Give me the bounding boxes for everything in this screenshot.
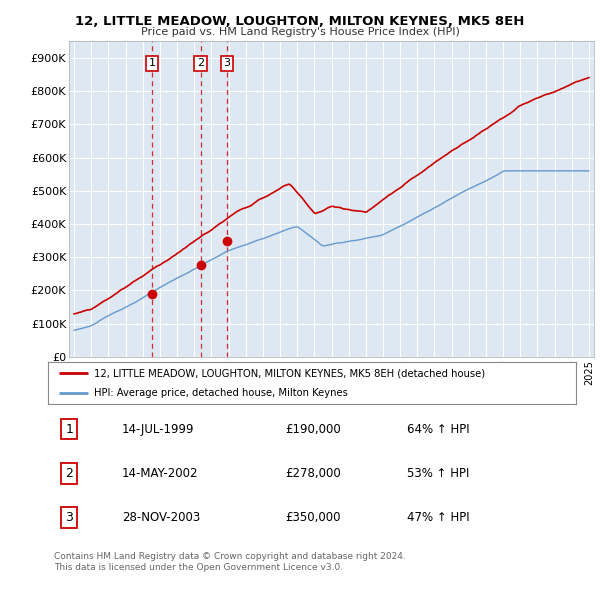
Text: 64% ↑ HPI: 64% ↑ HPI [407,422,470,436]
Text: 47% ↑ HPI: 47% ↑ HPI [407,511,470,525]
Text: 12, LITTLE MEADOW, LOUGHTON, MILTON KEYNES, MK5 8EH (detached house): 12, LITTLE MEADOW, LOUGHTON, MILTON KEYN… [94,368,485,378]
Text: 3: 3 [224,58,230,68]
Text: £278,000: £278,000 [286,467,341,480]
Text: 14-MAY-2002: 14-MAY-2002 [122,467,199,480]
Text: HPI: Average price, detached house, Milton Keynes: HPI: Average price, detached house, Milt… [94,388,349,398]
Text: 14-JUL-1999: 14-JUL-1999 [122,422,194,436]
Text: 2: 2 [197,58,204,68]
Text: Price paid vs. HM Land Registry's House Price Index (HPI): Price paid vs. HM Land Registry's House … [140,27,460,37]
Text: 12, LITTLE MEADOW, LOUGHTON, MILTON KEYNES, MK5 8EH: 12, LITTLE MEADOW, LOUGHTON, MILTON KEYN… [76,15,524,28]
Text: 2: 2 [65,467,73,480]
Text: £190,000: £190,000 [286,422,341,436]
Text: 1: 1 [149,58,155,68]
Text: 53% ↑ HPI: 53% ↑ HPI [407,467,469,480]
Text: Contains HM Land Registry data © Crown copyright and database right 2024.: Contains HM Land Registry data © Crown c… [54,552,406,560]
Text: 3: 3 [65,511,73,525]
Text: £350,000: £350,000 [286,511,341,525]
Text: This data is licensed under the Open Government Licence v3.0.: This data is licensed under the Open Gov… [54,563,343,572]
Text: 28-NOV-2003: 28-NOV-2003 [122,511,200,525]
Text: 1: 1 [65,422,73,436]
